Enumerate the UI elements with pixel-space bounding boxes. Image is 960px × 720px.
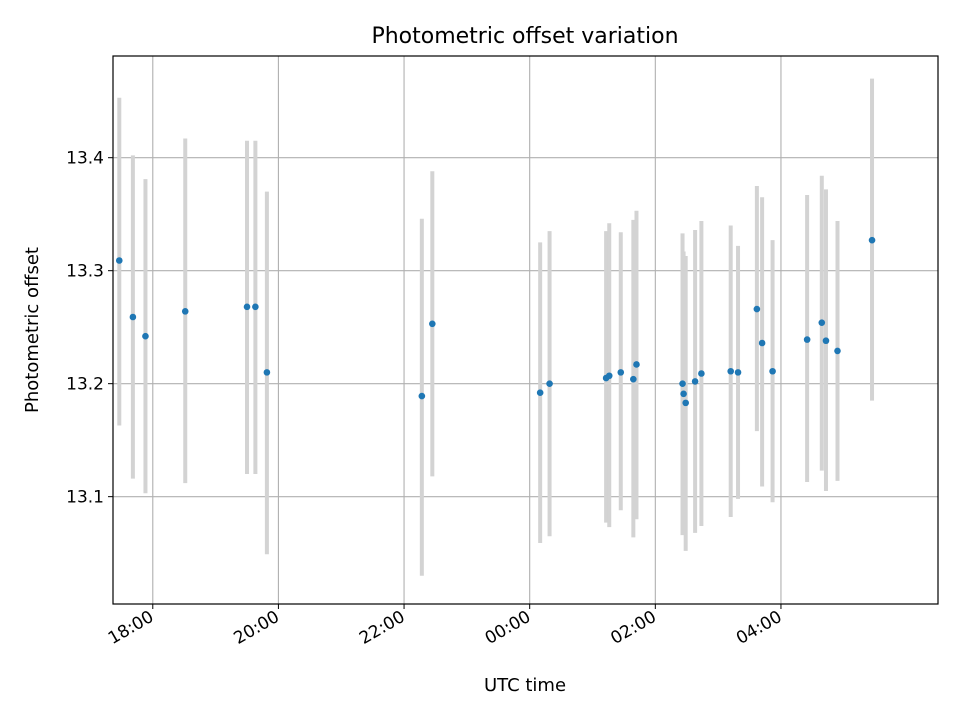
data-point [868, 236, 876, 244]
data-point [243, 303, 251, 311]
chart-title: Photometric offset variation [371, 24, 678, 49]
data-point [758, 339, 766, 347]
grid [113, 56, 938, 604]
data-point [418, 392, 426, 400]
data-point [679, 380, 686, 387]
data-point [617, 369, 625, 376]
x-axis-label: UTC time [484, 675, 566, 696]
data-point [129, 313, 137, 321]
data-point [536, 389, 544, 397]
data-point [680, 390, 687, 398]
data-point [633, 361, 640, 368]
y-tick-label: 13.3 [66, 262, 104, 282]
data-point [546, 380, 553, 387]
plot-frame [112, 55, 939, 605]
data-point [115, 257, 123, 264]
data-point [181, 308, 189, 315]
data-point [682, 399, 689, 407]
data-point [753, 305, 761, 313]
data-point [822, 337, 830, 345]
data-point [252, 303, 259, 311]
data-point [834, 347, 841, 355]
data-point [803, 336, 811, 343]
data-point [691, 378, 699, 385]
data-point [769, 367, 776, 375]
data-point [263, 369, 271, 376]
data-points [115, 236, 876, 407]
data-point [818, 319, 826, 326]
y-tick-label: 13.2 [66, 375, 104, 395]
data-point [698, 370, 705, 377]
y-tick-label: 13.4 [66, 149, 104, 169]
data-point [429, 320, 436, 328]
y-axis-label: Photometric offset [22, 247, 43, 413]
data-point [727, 367, 735, 375]
data-point [734, 369, 742, 376]
y-axis-ticks: 13.1 13.2 13.3 13.4 [66, 149, 113, 508]
data-point [605, 372, 613, 380]
y-tick-label: 13.1 [66, 488, 104, 508]
data-point [142, 332, 149, 340]
data-point [630, 375, 637, 383]
